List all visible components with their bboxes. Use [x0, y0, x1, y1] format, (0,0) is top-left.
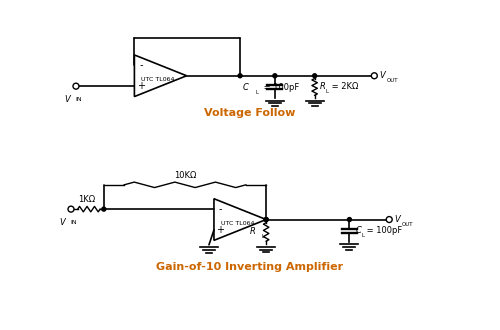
Text: -: - — [218, 204, 222, 214]
Circle shape — [312, 74, 316, 78]
Text: = 100pF: = 100pF — [364, 226, 403, 235]
Text: L: L — [362, 233, 364, 238]
Text: C: C — [356, 226, 362, 235]
Circle shape — [348, 217, 352, 221]
Text: -: - — [139, 60, 142, 70]
Text: V: V — [64, 95, 70, 104]
Text: IN: IN — [70, 220, 77, 225]
Text: R: R — [320, 82, 326, 91]
Circle shape — [73, 83, 79, 89]
Text: 1KΩ: 1KΩ — [78, 195, 95, 204]
Text: +: + — [216, 225, 224, 235]
Text: L: L — [326, 89, 328, 94]
Circle shape — [264, 217, 268, 221]
Circle shape — [68, 206, 74, 212]
Text: L: L — [256, 90, 259, 95]
Text: OUT: OUT — [402, 222, 413, 227]
Circle shape — [386, 216, 392, 222]
Text: UTC TL064: UTC TL064 — [142, 77, 175, 82]
Text: = 2KΩ: = 2KΩ — [328, 82, 358, 91]
Circle shape — [238, 74, 242, 78]
Circle shape — [102, 207, 106, 211]
Text: C: C — [243, 83, 249, 92]
Text: R: R — [250, 227, 255, 236]
Text: +: + — [137, 81, 145, 91]
Text: UTC TL064: UTC TL064 — [221, 221, 254, 226]
Text: Gain-of-10 Inverting Amplifier: Gain-of-10 Inverting Amplifier — [156, 262, 344, 272]
Text: V: V — [60, 218, 65, 227]
Text: = 100pF: = 100pF — [261, 83, 299, 92]
Text: 10KΩ: 10KΩ — [174, 171, 196, 180]
Text: V: V — [394, 215, 400, 224]
Circle shape — [372, 73, 378, 79]
Text: OUT: OUT — [386, 78, 398, 83]
Text: V: V — [380, 71, 385, 80]
Text: L: L — [261, 234, 264, 239]
Text: IN: IN — [76, 97, 82, 102]
Circle shape — [264, 217, 268, 221]
Text: Voltage Follow: Voltage Follow — [204, 108, 296, 118]
Circle shape — [273, 74, 277, 78]
